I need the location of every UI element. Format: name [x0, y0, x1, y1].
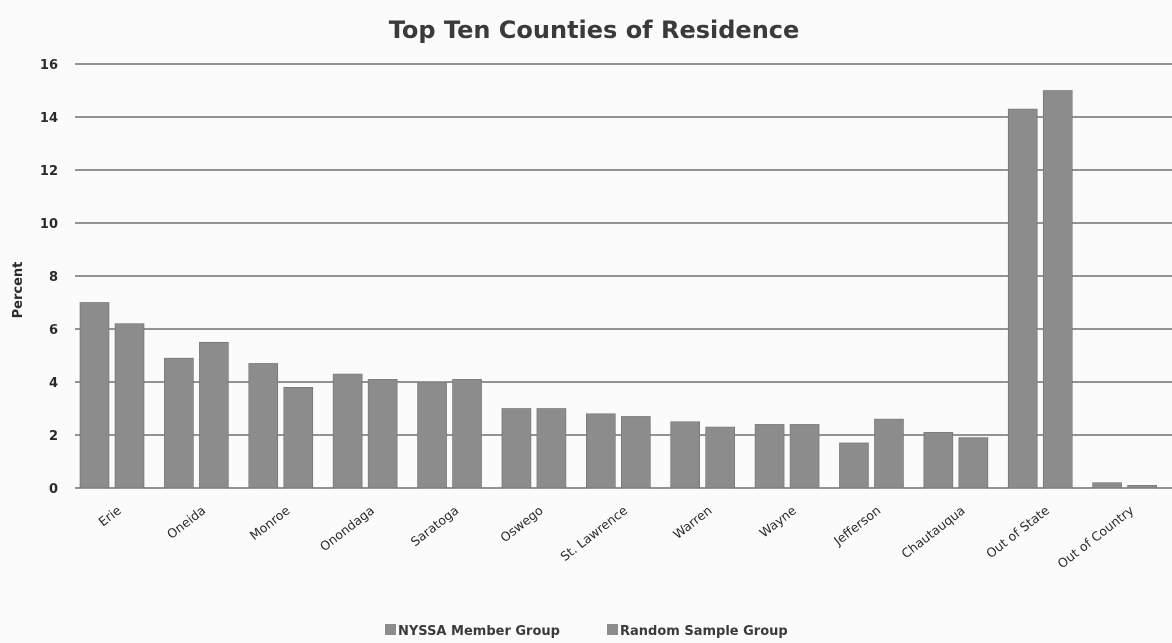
- y-tick-label: 12: [40, 164, 58, 179]
- bar-random-sample: [874, 418, 904, 489]
- bar-nyssa-member: [248, 363, 279, 489]
- y-axis-ticks: 0 2 4 6 8 10 12 14 16: [40, 58, 58, 497]
- bar-random-sample: [621, 416, 651, 489]
- chart-title: Top Ten Counties of Residence: [389, 16, 800, 44]
- bar-nyssa-member: [754, 424, 785, 489]
- bar-random-sample: [199, 341, 229, 489]
- bar-random-sample: [789, 424, 820, 489]
- x-tick-label: Monroe: [247, 502, 293, 543]
- x-tick-label: Erie: [96, 502, 125, 529]
- y-axis-title: Percent: [11, 262, 26, 319]
- x-tick-label: Oneida: [164, 503, 208, 542]
- bar-random-sample: [367, 379, 398, 489]
- y-tick-label: 16: [40, 58, 58, 73]
- bar-random-sample: [452, 379, 482, 489]
- bar-random-sample: [958, 437, 989, 489]
- bar-random-sample: [705, 426, 735, 489]
- bar-nyssa-member: [839, 442, 869, 489]
- x-tick-label: Onondaga: [317, 503, 377, 555]
- x-tick-label: Out of Country: [1054, 502, 1136, 571]
- bar-nyssa-member: [417, 381, 447, 489]
- bar-nyssa-member: [332, 373, 363, 489]
- y-tick-label: 4: [49, 376, 58, 391]
- x-tick-label: Wayne: [756, 502, 799, 540]
- legend-swatch: [607, 624, 618, 635]
- bars: [79, 90, 1157, 489]
- bar-nyssa-member: [164, 357, 194, 489]
- legend-swatch: [385, 624, 396, 635]
- y-tick-label: 6: [49, 323, 58, 338]
- y-tick-label: 8: [49, 270, 58, 285]
- x-tick-label: Jefferson: [830, 503, 883, 549]
- bar-random-sample: [283, 386, 314, 489]
- x-tick-label: Chautauqua: [898, 503, 967, 562]
- x-axis-labels: Erie Oneida Monroe Onondaga Saratoga Oswego St…: [96, 502, 1137, 571]
- y-tick-label: 14: [40, 111, 58, 126]
- bar-random-sample: [1042, 90, 1073, 489]
- bar-random-sample: [1127, 485, 1157, 489]
- bar-nyssa-member: [1007, 108, 1038, 489]
- y-tick-label: 0: [49, 482, 58, 497]
- bar-nyssa-member: [670, 421, 700, 489]
- legend: NYSSA Member Group Random Sample Group: [385, 624, 788, 639]
- y-tick-label: 2: [49, 429, 58, 444]
- x-tick-label: Warren: [670, 503, 714, 542]
- legend-label: Random Sample Group: [620, 624, 788, 639]
- y-tick-label: 10: [40, 217, 58, 232]
- bar-random-sample: [114, 323, 145, 489]
- legend-label: NYSSA Member Group: [398, 624, 560, 639]
- bar-nyssa-member: [586, 413, 616, 489]
- bar-random-sample: [536, 408, 567, 489]
- bar-nyssa-member: [501, 408, 532, 489]
- x-tick-label: Out of State: [983, 502, 1052, 561]
- bar-nyssa-member: [923, 432, 954, 489]
- x-tick-label: St. Lawrence: [557, 502, 630, 564]
- bar-nyssa-member: [79, 302, 110, 489]
- x-tick-label: Saratoga: [408, 503, 462, 550]
- x-tick-label: Oswego: [497, 503, 546, 546]
- bar-nyssa-member: [1092, 482, 1122, 489]
